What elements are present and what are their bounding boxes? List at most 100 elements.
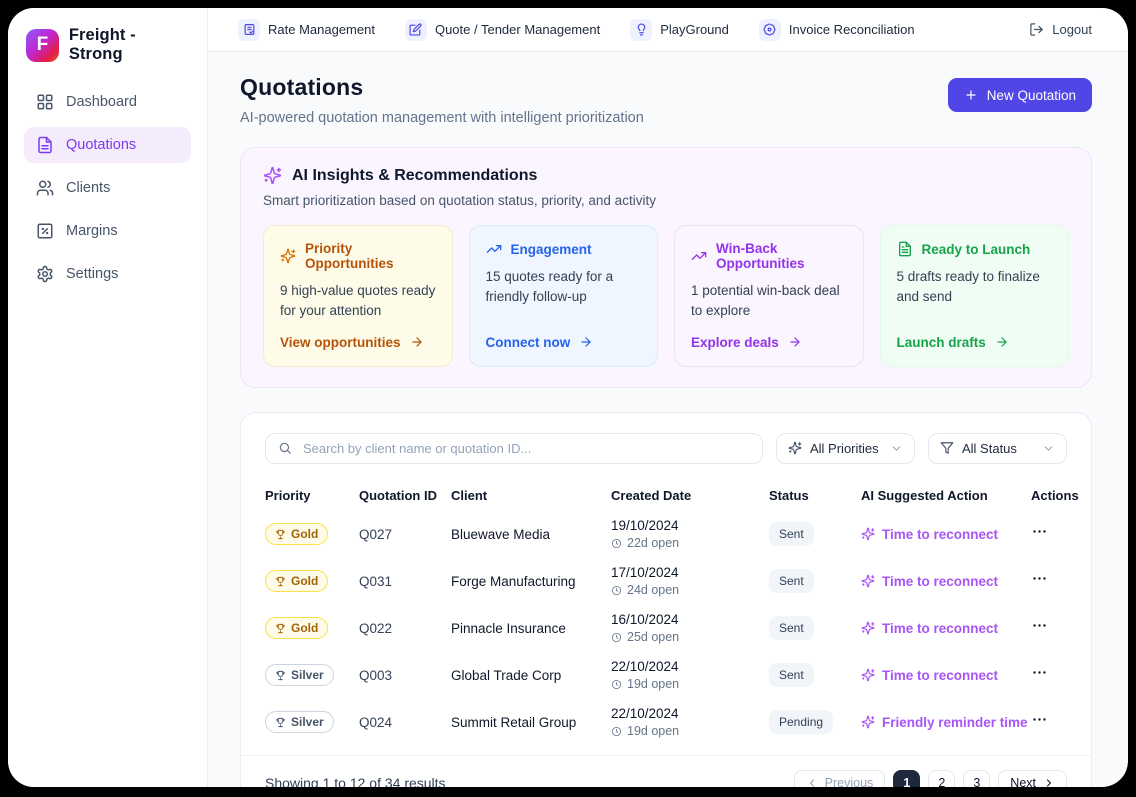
- row-actions-button[interactable]: [1031, 664, 1048, 681]
- trophy-icon: [275, 717, 286, 728]
- trophy-icon: [275, 670, 286, 681]
- topnav-icon-box: [630, 18, 653, 41]
- ai-suggested-action[interactable]: Time to reconnect: [861, 527, 1031, 542]
- plus-icon: [964, 88, 978, 102]
- created-date: 22/10/2024: [611, 706, 679, 721]
- insight-card-header: Engagement: [486, 241, 642, 257]
- percent-square-icon: [36, 222, 54, 240]
- sidebar-item-margins[interactable]: Margins: [24, 213, 191, 249]
- app-name: Freight -Strong: [68, 26, 136, 63]
- table-row[interactable]: Gold Q027 Bluewave Media 19/10/2024 22d …: [241, 511, 1091, 558]
- quotation-id: Q031: [359, 573, 393, 589]
- insight-card-link-connect-now[interactable]: Connect now: [486, 322, 642, 350]
- topnav-item-quote-tender-management[interactable]: Quote / Tender Management: [404, 18, 600, 41]
- status-badge: Sent: [769, 522, 814, 546]
- priority-filter-select[interactable]: All Priorities: [776, 432, 915, 464]
- results-summary: Showing 1 to 12 of 34 results: [265, 775, 446, 787]
- table-row[interactable]: Silver Q003 Global Trade Corp 22/10/2024…: [241, 652, 1091, 699]
- status-filter-select[interactable]: All Status: [928, 432, 1067, 464]
- insight-card-link-view-opportunities[interactable]: View opportunities: [280, 322, 436, 350]
- priority-label: Silver: [291, 668, 324, 682]
- insight-card-body: 9 high-value quotes ready for your atten…: [280, 283, 436, 319]
- page-number-buttons: 1 2 3: [893, 769, 991, 787]
- ai-suggested-action[interactable]: Time to reconnect: [861, 621, 1031, 636]
- sparkles-icon: [788, 441, 802, 455]
- arrow-right-icon: [788, 335, 802, 349]
- new-quotation-button[interactable]: New Quotation: [947, 78, 1092, 112]
- table-body: Gold Q027 Bluewave Media 19/10/2024 22d …: [241, 503, 1091, 746]
- row-actions-button[interactable]: [1031, 523, 1048, 540]
- status-badge: Sent: [769, 569, 814, 593]
- sidebar-item-quotations[interactable]: Quotations: [24, 127, 191, 163]
- ai-suggested-action[interactable]: Time to reconnect: [861, 574, 1031, 589]
- table-row[interactable]: Gold Q022 Pinnacle Insurance 16/10/2024 …: [241, 605, 1091, 652]
- topnav-item-label: Invoice Reconciliation: [788, 22, 915, 37]
- topnav-item-playground[interactable]: PlayGround: [630, 18, 729, 41]
- table-header-row: Priority Quotation ID Client Created Dat…: [241, 464, 1091, 503]
- open-duration-label: 19d open: [627, 677, 680, 691]
- insight-cards: Priority Opportunities 9 high-value quot…: [263, 225, 1069, 367]
- trending-up-icon: [691, 248, 707, 264]
- table-row[interactable]: Gold Q031 Forge Manufacturing 17/10/2024…: [241, 558, 1091, 605]
- ai-action-label: Friendly reminder time: [882, 714, 1028, 730]
- insight-card-win-back-opportunities: Win-Back Opportunities 1 potential win-b…: [674, 225, 864, 367]
- topnav-item-invoice-reconciliation[interactable]: Invoice Reconciliation: [758, 18, 915, 41]
- quotation-id: Q003: [359, 667, 393, 683]
- open-duration: 25d open: [611, 630, 769, 644]
- row-actions-button[interactable]: [1031, 711, 1048, 728]
- document-icon: [36, 136, 54, 154]
- open-duration-label: 22d open: [627, 536, 680, 550]
- topnav-item-label: Rate Management: [268, 22, 375, 37]
- lightbulb-icon: [635, 23, 648, 36]
- next-page-button[interactable]: Next: [998, 769, 1067, 787]
- badge-cog-icon: [763, 23, 776, 36]
- insight-card-title: Win-Back Opportunities: [716, 241, 805, 271]
- priority-badge: Silver: [265, 711, 334, 733]
- sidebar-item-clients[interactable]: Clients: [24, 170, 191, 206]
- sparkles-icon: [861, 715, 875, 729]
- ai-suggested-action[interactable]: Time to reconnect: [861, 668, 1031, 683]
- row-actions-button[interactable]: [1031, 617, 1048, 634]
- sidebar-item-settings[interactable]: Settings: [24, 256, 191, 292]
- arrow-right-icon: [995, 335, 1009, 349]
- logout-button[interactable]: Logout: [1029, 22, 1092, 37]
- page-button-2[interactable]: 2: [928, 769, 956, 787]
- page-button-3[interactable]: 3: [963, 769, 991, 787]
- previous-page-button[interactable]: Previous: [793, 769, 886, 787]
- sidebar-item-dashboard[interactable]: Dashboard: [24, 84, 191, 120]
- clock-icon: [611, 585, 622, 596]
- topnav-icon-box: [404, 18, 427, 41]
- search-input[interactable]: [301, 439, 750, 457]
- page-button-1[interactable]: 1: [893, 769, 921, 787]
- quotation-id: Q022: [359, 620, 393, 636]
- search-icon: [278, 441, 292, 455]
- insight-card-title: Engagement: [510, 241, 592, 257]
- client-name: Pinnacle Insurance: [451, 620, 566, 636]
- insight-card-body: 1 potential win-back deal to explore: [691, 283, 840, 319]
- topnav-item-rate-management[interactable]: Rate Management: [238, 18, 375, 41]
- insight-card-ready-to-launch: Ready to Launch 5 drafts ready to finali…: [879, 225, 1069, 367]
- row-actions-button[interactable]: [1031, 570, 1048, 587]
- sidebar: F Freight -Strong Dashboard Quotations C…: [8, 8, 208, 787]
- insight-card-link-launch-drafts[interactable]: Launch drafts: [897, 322, 1053, 350]
- insight-card-body: 15 quotes ready for a friendly follow-up: [485, 269, 614, 305]
- priority-badge: Gold: [265, 617, 329, 639]
- open-duration: 19d open: [611, 677, 769, 691]
- main-column: Rate Management Quote / Tender Managemen…: [208, 8, 1128, 787]
- created-date: 22/10/2024: [611, 659, 679, 674]
- created-date: 19/10/2024: [611, 518, 679, 533]
- trophy-icon: [275, 576, 286, 587]
- open-duration-label: 24d open: [627, 583, 680, 597]
- app-logo: F: [26, 28, 59, 62]
- table-row[interactable]: Silver Q024 Summit Retail Group 22/10/20…: [241, 699, 1091, 746]
- client-name: Bluewave Media: [451, 526, 551, 542]
- rate-doc-icon: [243, 23, 256, 36]
- arrow-right-icon: [579, 335, 593, 349]
- sparkles-icon: [861, 668, 875, 682]
- insight-card-link-explore-deals[interactable]: Explore deals: [691, 322, 847, 350]
- sidebar-nav: Dashboard Quotations Clients Margins Set…: [24, 84, 191, 299]
- clock-icon: [611, 632, 622, 643]
- ai-suggested-action[interactable]: Friendly reminder time: [861, 715, 1031, 730]
- file-text-icon: [897, 241, 913, 257]
- open-duration-label: 19d open: [627, 724, 680, 738]
